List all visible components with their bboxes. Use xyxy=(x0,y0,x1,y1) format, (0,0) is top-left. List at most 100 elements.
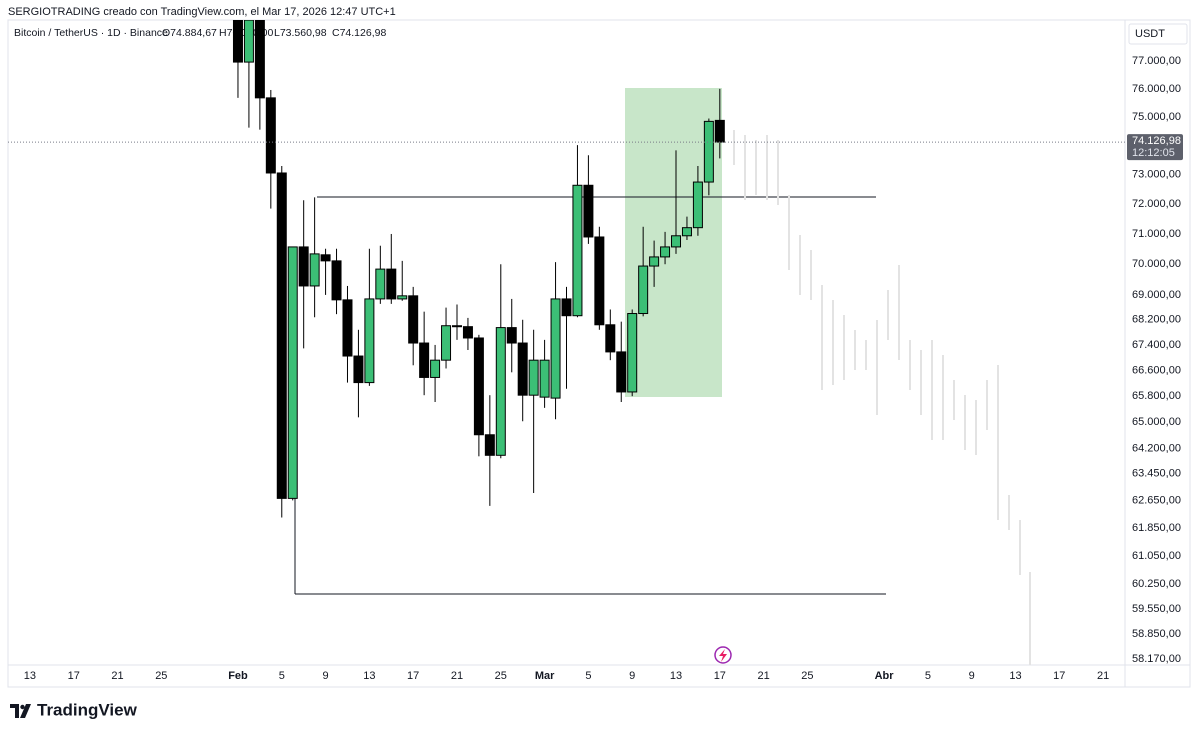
symbol-label: Bitcoin / TetherUS · 1D · Binance xyxy=(14,27,168,39)
y-tick-label: 68.200,00 xyxy=(1132,314,1181,326)
ohlc-low: L73.560,98 xyxy=(274,27,327,39)
candle-body xyxy=(583,184,594,238)
last-price-tag xyxy=(1127,134,1183,161)
candle-body xyxy=(287,246,298,499)
event-icon[interactable] xyxy=(714,646,732,664)
candle-body xyxy=(616,351,627,393)
candle-body xyxy=(298,246,309,287)
logo[interactable]: TradingView xyxy=(10,700,138,719)
x-tick-label: 9 xyxy=(323,670,329,682)
y-tick-label: 59.550,00 xyxy=(1132,603,1181,615)
y-tick-label: 67.400,00 xyxy=(1132,339,1181,351)
y-tick-label: 64.200,00 xyxy=(1132,443,1181,455)
candles xyxy=(232,20,725,518)
candle-body xyxy=(550,298,561,399)
x-tick-label: Feb xyxy=(228,670,248,682)
y-tick-label: 61.050,00 xyxy=(1132,550,1181,562)
candle-body xyxy=(320,254,331,262)
candle-body xyxy=(627,313,638,393)
y-tick-label: 76.000,00 xyxy=(1132,83,1181,95)
candle-body xyxy=(364,298,375,384)
x-tick-label: 13 xyxy=(363,670,375,682)
candle-body xyxy=(342,299,353,357)
candle-body xyxy=(572,184,583,317)
candle-body xyxy=(517,342,528,396)
candle-body xyxy=(484,434,495,456)
candle-body xyxy=(506,327,517,344)
currency-label: USDT xyxy=(1135,28,1165,40)
y-tick-label: 58.170,00 xyxy=(1132,653,1181,665)
candle-body xyxy=(254,20,265,99)
y-tick-label: 65.000,00 xyxy=(1132,416,1181,428)
candle-body xyxy=(331,260,342,301)
y-tick-label: 71.000,00 xyxy=(1132,228,1181,240)
candle-body xyxy=(451,325,462,328)
candle-body xyxy=(649,256,660,267)
candle-body xyxy=(692,181,703,229)
candle-body xyxy=(232,20,243,63)
x-tick-label: 25 xyxy=(495,670,507,682)
candle-body xyxy=(561,298,572,317)
y-tick-label: 72.000,00 xyxy=(1132,198,1181,210)
x-tick-label: Abr xyxy=(875,670,895,682)
y-tick-label: 73.000,00 xyxy=(1132,169,1181,181)
x-tick-label: 17 xyxy=(68,670,80,682)
y-tick-label: 61.850,00 xyxy=(1132,522,1181,534)
candle-body xyxy=(703,120,714,183)
y-tick-label: 75.000,00 xyxy=(1132,111,1181,123)
x-tick-label: 9 xyxy=(629,670,635,682)
x-tick-label: 17 xyxy=(407,670,419,682)
candle-body xyxy=(353,355,364,384)
x-tick-label: 21 xyxy=(111,670,123,682)
x-tick-label: 13 xyxy=(24,670,36,682)
candle-body xyxy=(309,253,320,287)
y-tick-label: 63.450,00 xyxy=(1132,468,1181,480)
candle-body xyxy=(660,246,671,258)
candle-body xyxy=(265,97,276,174)
y-tick-label: 65.800,00 xyxy=(1132,390,1181,402)
candle-body xyxy=(430,359,441,378)
candle-body xyxy=(473,337,484,436)
x-tick-label: 21 xyxy=(451,670,463,682)
candle-body xyxy=(243,20,254,63)
countdown-label: 12:12:05 xyxy=(1132,147,1175,159)
candle-body xyxy=(419,342,430,378)
candle-body xyxy=(397,295,408,300)
x-tick-label: 21 xyxy=(757,670,769,682)
ohlc-close: C74.126,98 xyxy=(332,27,386,39)
x-tick-label: 9 xyxy=(969,670,975,682)
y-tick-label: 58.850,00 xyxy=(1132,628,1181,640)
candle-body xyxy=(495,327,506,456)
currency-box[interactable] xyxy=(1128,23,1188,45)
candle-body xyxy=(594,236,605,326)
y-tick-label: 69.000,00 xyxy=(1132,289,1181,301)
ghost-bars xyxy=(733,130,1031,665)
x-tick-label: 13 xyxy=(670,670,682,682)
last-price-label: 74.126,98 xyxy=(1132,135,1181,147)
y-tick-label: 60.250,00 xyxy=(1132,578,1181,590)
x-tick-label: 5 xyxy=(279,670,285,682)
y-tick-label: 62.650,00 xyxy=(1132,495,1181,507)
candle-body xyxy=(714,119,725,143)
author-line: SERGIOTRADING creado con TradingView.com… xyxy=(8,6,396,18)
x-tick-label: 17 xyxy=(714,670,726,682)
chart-frame xyxy=(7,19,1191,688)
x-tick-label: Mar xyxy=(535,670,555,682)
y-tick-label: 66.600,00 xyxy=(1132,364,1181,376)
candle-body xyxy=(671,235,682,248)
brand-name: TradingView xyxy=(37,700,138,719)
x-tick-label: 25 xyxy=(801,670,813,682)
x-tick-label: 21 xyxy=(1097,670,1109,682)
candle-body xyxy=(408,295,419,344)
candle-body xyxy=(528,359,539,396)
x-tick-label: 25 xyxy=(155,670,167,682)
ohlc-open: O74.884,67 xyxy=(162,27,217,39)
x-tick-label: 5 xyxy=(925,670,931,682)
candle-body xyxy=(681,227,692,237)
candle-body xyxy=(462,326,473,339)
candle-body xyxy=(605,324,616,353)
candle-body xyxy=(375,268,386,300)
y-tick-label: 77.000,00 xyxy=(1132,55,1181,67)
